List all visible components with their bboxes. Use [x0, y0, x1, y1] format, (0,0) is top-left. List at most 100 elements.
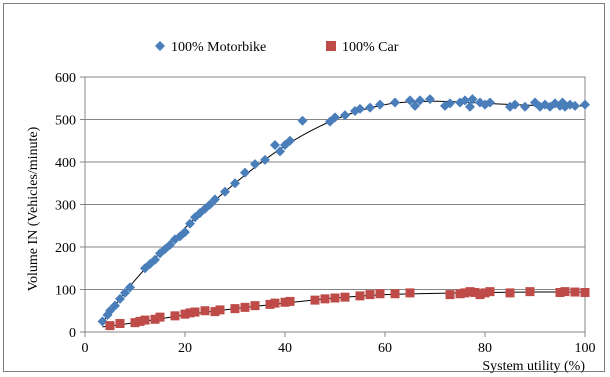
point-motorbike: [460, 95, 470, 106]
legend-marker-motorbike: [155, 41, 165, 51]
point-motorbike: [110, 300, 120, 311]
point-motorbike: [520, 101, 530, 112]
point-motorbike: [260, 154, 270, 165]
point-motorbike: [375, 99, 385, 110]
point-motorbike: [250, 159, 260, 170]
point-car: [455, 289, 465, 299]
point-car: [445, 290, 455, 300]
y-tick-label: 500: [55, 114, 76, 129]
point-car: [170, 311, 180, 321]
point-motorbike: [220, 186, 230, 197]
y-axis-label: Volume IN (Vehicles/minute): [26, 126, 41, 291]
point-motorbike: [165, 239, 175, 250]
point-car: [555, 287, 565, 297]
y-tick-label: 400: [55, 156, 76, 171]
point-motorbike: [180, 227, 190, 238]
point-car: [505, 288, 515, 298]
point-car: [150, 314, 160, 324]
point-car: [130, 318, 140, 328]
point-motorbike: [485, 97, 495, 108]
point-motorbike: [285, 135, 295, 146]
point-car: [375, 289, 385, 299]
point-car: [330, 293, 340, 303]
point-car: [480, 288, 490, 298]
point-car: [580, 287, 590, 297]
point-motorbike: [390, 97, 400, 108]
point-motorbike: [355, 103, 365, 114]
legend: 100% Motorbike 100% Car: [155, 40, 399, 55]
x-axis-label: System utility (%): [482, 359, 585, 374]
point-motorbike: [340, 110, 350, 121]
x-tick-label: 0: [82, 341, 89, 356]
point-car: [105, 321, 115, 331]
y-tick-label: 600: [55, 71, 76, 86]
point-car: [470, 287, 480, 297]
point-car: [405, 288, 415, 298]
point-motorbike: [410, 100, 420, 111]
point-motorbike: [510, 99, 520, 110]
point-motorbike: [185, 218, 195, 229]
point-car: [475, 290, 485, 300]
point-car: [285, 296, 295, 306]
point-car: [340, 292, 350, 302]
point-car: [460, 288, 470, 298]
x-tick-label: 80: [478, 341, 492, 356]
point-motorbike: [150, 254, 160, 265]
point-motorbike: [120, 287, 130, 298]
x-tick-label: 100: [575, 341, 596, 356]
point-car: [465, 287, 475, 297]
point-motorbike: [297, 115, 308, 126]
point-car: [140, 315, 150, 325]
point-car: [390, 289, 400, 299]
point-car: [355, 291, 365, 301]
point-motorbike: [230, 178, 240, 189]
point-motorbike: [210, 194, 220, 205]
point-motorbike: [405, 95, 415, 106]
point-car: [280, 297, 290, 307]
point-motorbike: [365, 102, 375, 113]
point-car: [310, 295, 320, 305]
point-motorbike: [580, 99, 590, 110]
point-motorbike: [465, 101, 475, 112]
point-car: [250, 301, 260, 311]
point-motorbike: [270, 140, 280, 150]
point-motorbike: [105, 305, 115, 316]
point-motorbike: [467, 94, 478, 105]
y-tick-label: 100: [55, 284, 76, 299]
legend-label-car: 100% Car: [342, 40, 399, 55]
legend-label-motorbike: 100% Motorbike: [171, 40, 266, 55]
point-car: [320, 294, 330, 304]
point-motorbike: [125, 282, 135, 293]
point-car: [485, 287, 495, 297]
point-car: [190, 307, 200, 317]
point-car: [215, 305, 225, 315]
y-tick-label: 200: [55, 241, 76, 256]
point-car: [135, 316, 145, 326]
legend-marker-car: [326, 41, 336, 51]
x-tick-label: 40: [278, 341, 292, 356]
y-axis-ticks: 0 100 200 300 400 500 600: [55, 71, 85, 341]
point-car: [265, 299, 275, 309]
point-car: [185, 308, 195, 318]
point-car: [570, 287, 580, 297]
point-car: [240, 302, 250, 312]
point-motorbike: [205, 199, 215, 210]
point-car: [525, 287, 535, 297]
point-motorbike: [115, 293, 125, 304]
x-tick-label: 20: [178, 341, 192, 356]
data-points: [97, 94, 590, 331]
y-tick-label: 0: [69, 326, 76, 341]
point-car: [365, 290, 375, 300]
y-tick-label: 300: [55, 199, 76, 214]
point-motorbike: [445, 98, 455, 109]
point-motorbike: [97, 316, 108, 327]
point-car: [200, 306, 210, 316]
point-car: [155, 312, 165, 322]
point-car: [180, 309, 190, 319]
point-motorbike: [240, 167, 250, 178]
point-car: [560, 287, 570, 297]
x-tick-label: 60: [378, 341, 392, 356]
point-motorbike: [330, 112, 340, 123]
point-car: [230, 304, 240, 314]
